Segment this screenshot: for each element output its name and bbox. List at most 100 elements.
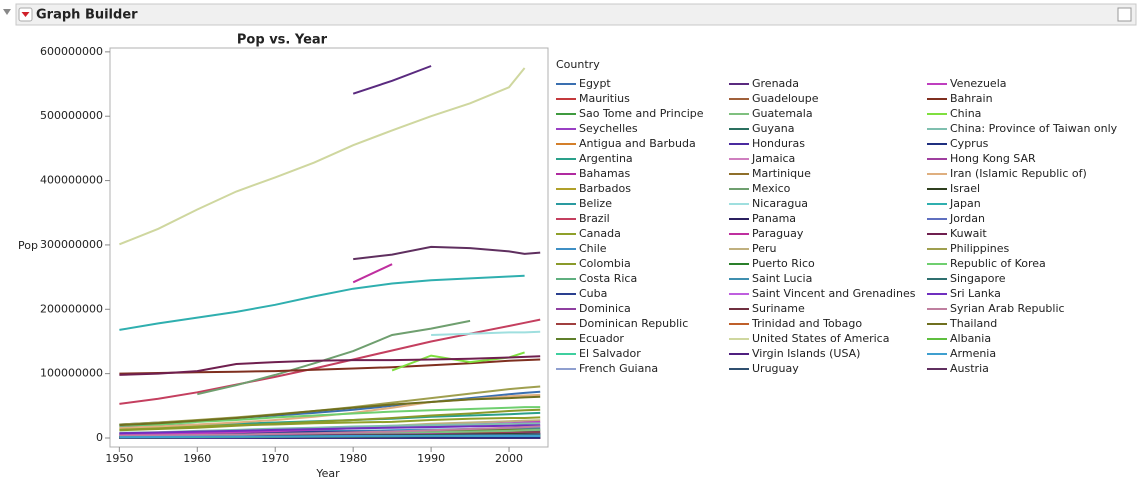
legend-label: Colombia	[579, 257, 631, 270]
legend-label: Belize	[579, 197, 612, 210]
collapse-toggle[interactable]	[3, 9, 11, 15]
legend-label: Paraguay	[752, 227, 804, 240]
y-tick-label: 0	[96, 431, 103, 444]
legend-title: Country	[556, 58, 600, 71]
x-tick-label: 2000	[495, 452, 523, 465]
legend-label: Brazil	[579, 212, 610, 225]
legend-label: Nicaragua	[752, 197, 808, 210]
legend-label: Honduras	[752, 137, 805, 150]
y-tick-label: 200000000	[40, 302, 103, 315]
legend-label: Austria	[950, 362, 989, 375]
legend-label: Dominica	[579, 302, 631, 315]
series-line	[352, 65, 432, 95]
legend-label: Cuba	[579, 287, 607, 300]
x-axis-label: Year	[315, 467, 340, 480]
window-button[interactable]	[1117, 7, 1132, 22]
legend-label: Costa Rica	[579, 272, 637, 285]
legend-label: Sri Lanka	[950, 287, 1001, 300]
plot-frame	[109, 47, 549, 448]
legend-label: Philippines	[950, 242, 1010, 255]
legend-label: Suriname	[752, 302, 805, 315]
legend-label: Saint Lucia	[752, 272, 812, 285]
legend-label: Iran (Islamic Republic of)	[950, 167, 1087, 180]
legend-label: Jamaica	[751, 152, 795, 165]
legend-label: Uruguay	[752, 362, 799, 375]
legend-label: Virgin Islands (USA)	[752, 347, 860, 360]
legend-label: Chile	[579, 242, 607, 255]
y-tick-label: 400000000	[40, 174, 103, 187]
legend-label: Grenada	[752, 77, 799, 90]
legend-label: Albania	[950, 332, 991, 345]
legend-label: Peru	[752, 242, 777, 255]
series-line	[119, 416, 541, 430]
series-line	[431, 330, 541, 336]
legend-label: Ecuador	[579, 332, 624, 345]
series-line	[119, 274, 525, 331]
x-tick-label: 1970	[261, 452, 289, 465]
legend-label: China: Province of Taiwan only	[950, 122, 1118, 135]
legend-label: Saint Vincent and Grenadines	[752, 287, 916, 300]
series-line	[119, 406, 541, 427]
legend-label: Jordan	[949, 212, 985, 225]
y-tick-label: 500000000	[40, 109, 103, 122]
x-tick-label: 1950	[105, 452, 133, 465]
x-tick-label: 1960	[183, 452, 211, 465]
legend-label: Mauritius	[579, 92, 630, 105]
legend-label: Hong Kong SAR	[950, 152, 1036, 165]
legend-label: Japan	[949, 197, 981, 210]
legend-label: Israel	[950, 182, 980, 195]
header-bar	[15, 3, 1137, 26]
legend-label: Guyana	[752, 122, 794, 135]
series-line	[119, 67, 526, 246]
legend-label: Trinidad and Tobago	[751, 317, 862, 330]
legend-label: Singapore	[950, 272, 1006, 285]
legend-label: Kuwait	[950, 227, 987, 240]
series-line	[353, 245, 541, 261]
y-tick-label: 600000000	[40, 45, 103, 58]
legend-label: Antigua and Barbuda	[579, 137, 696, 150]
legend-label: Egypt	[579, 77, 611, 90]
legend-label: Armenia	[950, 347, 996, 360]
legend-label: United States of America	[752, 332, 889, 345]
series-line	[119, 358, 541, 375]
series-line	[119, 425, 541, 437]
series-line	[119, 434, 541, 439]
y-tick-label: 300000000	[40, 238, 103, 251]
legend-label: Venezuela	[950, 77, 1007, 90]
legend-label: Martinique	[752, 167, 811, 180]
legend-label: Argentina	[579, 152, 633, 165]
legend-label: Sao Tome and Principe	[579, 107, 704, 120]
x-tick-label: 1980	[339, 452, 367, 465]
header-title: Graph Builder	[36, 8, 138, 23]
series-line	[119, 408, 541, 432]
legend-label: Puerto Rico	[752, 257, 815, 270]
legend-label: Guadeloupe	[752, 92, 819, 105]
legend-label: French Guiana	[579, 362, 658, 375]
y-axis-label: Pop	[18, 239, 38, 252]
y-tick-label: 100000000	[40, 367, 103, 380]
legend-label: Barbados	[579, 182, 631, 195]
legend-label: Bahamas	[579, 167, 630, 180]
legend-label: Panama	[752, 212, 796, 225]
series-line	[119, 355, 541, 376]
series-line	[119, 424, 541, 435]
series-line	[119, 395, 541, 427]
x-tick-label: 1990	[417, 452, 445, 465]
series-line	[197, 319, 471, 396]
lines	[119, 65, 541, 440]
menu-arrow	[21, 12, 30, 17]
legend-label: Seychelles	[579, 122, 638, 135]
legend-label: Bahrain	[950, 92, 993, 105]
legend-label: Cyprus	[950, 137, 989, 150]
legend-label: China	[950, 107, 981, 120]
legend-label: Republic of Korea	[950, 257, 1046, 270]
legend-label: Guatemala	[752, 107, 813, 120]
legend-label: El Salvador	[579, 347, 641, 360]
legend-label: Canada	[579, 227, 621, 240]
legend-label: Syrian Arab Republic	[950, 302, 1065, 315]
legend-label: Dominican Republic	[579, 317, 688, 330]
legend-label: Mexico	[752, 182, 791, 195]
legend-label: Thailand	[949, 317, 997, 330]
